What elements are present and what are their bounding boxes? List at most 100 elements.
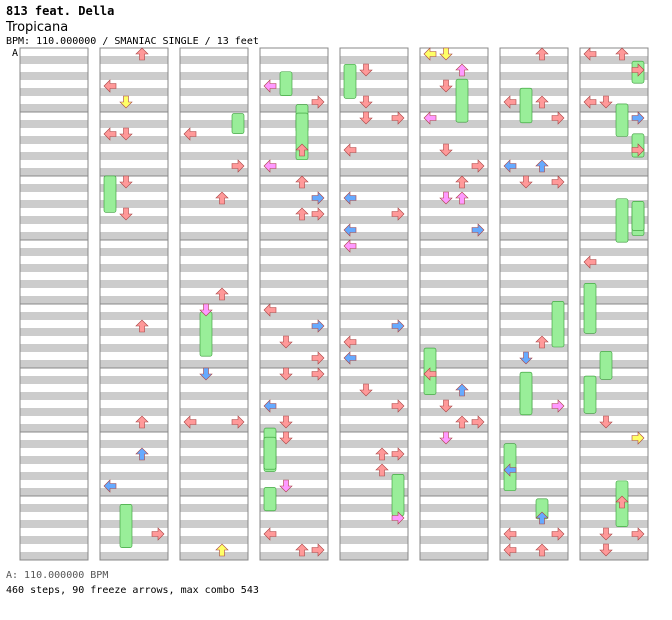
step-arrow bbox=[263, 303, 277, 317]
beat-stripe bbox=[260, 344, 328, 352]
beat-stripe bbox=[100, 56, 168, 64]
beat-stripe bbox=[580, 280, 648, 288]
beat-stripe bbox=[100, 232, 168, 240]
freeze-body bbox=[263, 487, 277, 512]
beat-stripe bbox=[260, 72, 328, 80]
beat-stripe bbox=[500, 456, 568, 464]
beat-stripe bbox=[580, 368, 648, 376]
step-arrow bbox=[311, 351, 325, 365]
beat-stripe bbox=[20, 128, 88, 136]
beat-stripe bbox=[20, 432, 88, 440]
beat-stripe bbox=[260, 328, 328, 336]
beat-stripe bbox=[500, 312, 568, 320]
beat-stripe bbox=[20, 376, 88, 384]
beat-stripe bbox=[420, 464, 488, 472]
beat-stripe bbox=[100, 248, 168, 256]
beat-stripe bbox=[260, 464, 328, 472]
beat-stripe bbox=[580, 192, 648, 200]
beat-stripe bbox=[340, 552, 408, 560]
beat-stripe bbox=[500, 88, 568, 96]
beat-stripe bbox=[420, 144, 488, 152]
step-arrow bbox=[375, 447, 389, 461]
beat-stripe bbox=[500, 544, 568, 552]
step-arrow bbox=[311, 191, 325, 205]
beat-stripe bbox=[20, 288, 88, 296]
beat-stripe bbox=[580, 528, 648, 536]
beat-stripe bbox=[580, 456, 648, 464]
beat-stripe bbox=[340, 520, 408, 528]
beat-stripe bbox=[20, 464, 88, 472]
beat-stripe bbox=[580, 472, 648, 480]
beat-stripe bbox=[500, 272, 568, 280]
beat-stripe bbox=[260, 184, 328, 192]
beat-stripe bbox=[340, 320, 408, 328]
beat-stripe bbox=[500, 280, 568, 288]
beat-stripe bbox=[420, 248, 488, 256]
step-arrow bbox=[423, 111, 437, 125]
beat-stripe bbox=[420, 448, 488, 456]
beat-stripe bbox=[180, 520, 248, 528]
step-arrow bbox=[583, 95, 597, 109]
beat-stripe bbox=[500, 536, 568, 544]
beat-stripe bbox=[580, 328, 648, 336]
beat-stripe bbox=[420, 360, 488, 368]
beat-stripe bbox=[20, 200, 88, 208]
beat-stripe bbox=[20, 368, 88, 376]
step-arrow bbox=[359, 111, 373, 125]
beat-stripe bbox=[500, 208, 568, 216]
beat-stripe bbox=[20, 528, 88, 536]
beat-stripe bbox=[340, 144, 408, 152]
beat-stripe bbox=[180, 464, 248, 472]
step-arrow bbox=[583, 47, 597, 61]
beat-stripe bbox=[340, 488, 408, 496]
beat-stripe bbox=[500, 160, 568, 168]
beat-stripe bbox=[420, 480, 488, 488]
beat-stripe bbox=[340, 296, 408, 304]
beat-stripe bbox=[180, 400, 248, 408]
beat-stripe bbox=[580, 96, 648, 104]
beat-stripe bbox=[260, 552, 328, 560]
beat-stripe bbox=[340, 56, 408, 64]
beat-stripe bbox=[420, 264, 488, 272]
step-arrow bbox=[279, 367, 293, 381]
beat-stripe bbox=[500, 448, 568, 456]
beat-stripe bbox=[260, 520, 328, 528]
beat-stripe bbox=[260, 424, 328, 432]
beat-stripe bbox=[420, 136, 488, 144]
beat-stripe bbox=[260, 280, 328, 288]
beat-stripe bbox=[500, 184, 568, 192]
beat-stripe bbox=[420, 544, 488, 552]
beat-stripe bbox=[180, 264, 248, 272]
beat-stripe bbox=[180, 344, 248, 352]
beat-stripe bbox=[100, 192, 168, 200]
beat-stripe bbox=[20, 120, 88, 128]
beat-stripe bbox=[580, 256, 648, 264]
beat-stripe bbox=[580, 440, 648, 448]
beat-stripe bbox=[180, 280, 248, 288]
beat-stripe bbox=[260, 432, 328, 440]
beat-stripe bbox=[420, 336, 488, 344]
beat-stripe bbox=[260, 336, 328, 344]
beat-stripe bbox=[100, 72, 168, 80]
beat-stripe bbox=[100, 320, 168, 328]
beat-stripe bbox=[500, 384, 568, 392]
beat-stripe bbox=[180, 320, 248, 328]
beat-stripe bbox=[260, 168, 328, 176]
step-arrow bbox=[135, 447, 149, 461]
freeze-body bbox=[519, 87, 533, 124]
beat-stripe bbox=[180, 480, 248, 488]
beat-stripe bbox=[340, 472, 408, 480]
beat-stripe bbox=[580, 216, 648, 224]
beat-stripe bbox=[420, 368, 488, 376]
step-arrow bbox=[359, 95, 373, 109]
step-arrow bbox=[295, 143, 309, 157]
beat-stripe bbox=[340, 288, 408, 296]
beat-stripe bbox=[180, 408, 248, 416]
beat-stripe bbox=[100, 360, 168, 368]
beat-stripe bbox=[180, 384, 248, 392]
beat-stripe bbox=[100, 296, 168, 304]
beat-stripe bbox=[500, 472, 568, 480]
beat-stripe bbox=[20, 232, 88, 240]
beat-stripe bbox=[100, 216, 168, 224]
